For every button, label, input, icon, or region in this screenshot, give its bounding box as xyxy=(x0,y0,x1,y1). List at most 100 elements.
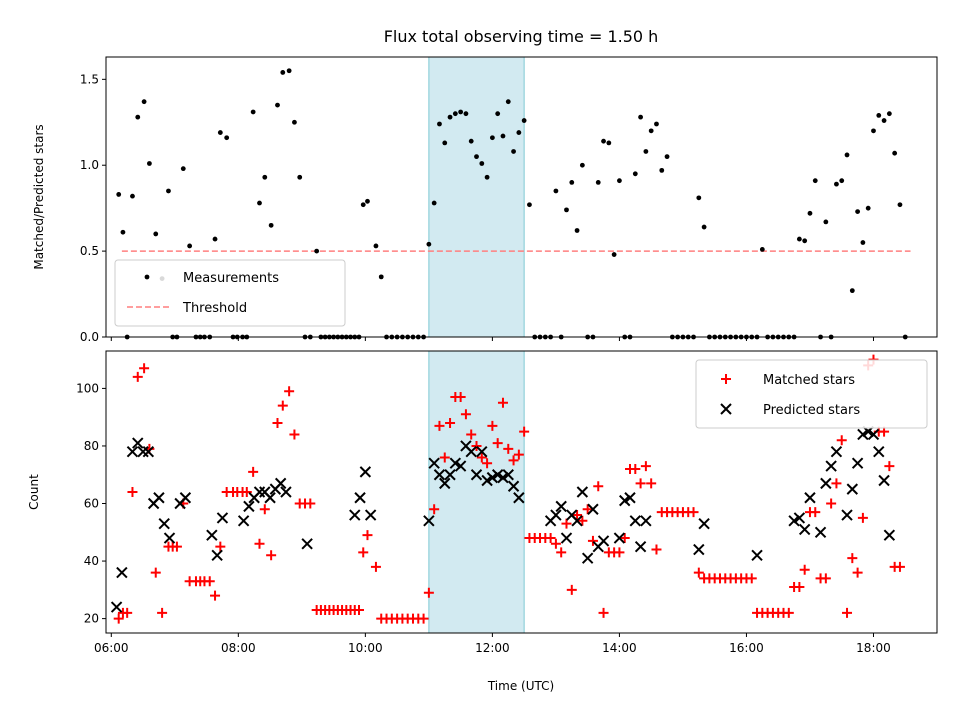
matched-star-point xyxy=(122,607,133,618)
measurement-point xyxy=(611,252,617,257)
measurement-point xyxy=(147,161,152,166)
measurement-point xyxy=(505,99,511,105)
measurement-point xyxy=(569,179,575,185)
predicted-star-point xyxy=(454,460,467,472)
measurement-point xyxy=(365,198,370,204)
measurement-point xyxy=(250,109,256,115)
matched-star-point xyxy=(630,463,641,474)
measurement-point xyxy=(860,240,866,245)
predicted-star-point xyxy=(243,500,255,513)
measurement-point xyxy=(187,243,193,249)
bottom-y-tick-label: 40 xyxy=(84,554,99,568)
measurement-point xyxy=(574,228,580,233)
measurement-point xyxy=(166,188,171,194)
matched-star-point xyxy=(556,547,567,558)
measurement-point xyxy=(855,209,861,215)
matched-star-point xyxy=(566,584,577,595)
predicted-star-point xyxy=(507,480,520,492)
predicted-star-point xyxy=(433,469,446,481)
matched-star-point xyxy=(305,498,316,509)
matched-star-point xyxy=(370,561,381,572)
measurement-point xyxy=(823,219,829,225)
predicted-star-point xyxy=(354,492,366,504)
measurement-point xyxy=(120,229,126,235)
bottom-highlight-span xyxy=(428,350,525,634)
predicted-star-point xyxy=(476,446,488,458)
predicted-star-point xyxy=(793,512,806,524)
measurement-point xyxy=(212,236,218,242)
matched-star-point xyxy=(210,590,221,601)
matched-star-point xyxy=(248,466,259,477)
top-axes-frame xyxy=(105,56,938,338)
chart-title: Flux total observing time = 1.50 h xyxy=(384,27,659,46)
predicted-star-point xyxy=(153,492,165,504)
legend-box xyxy=(114,259,346,327)
measurement-point xyxy=(286,68,292,74)
measurement-point xyxy=(373,243,379,249)
matched-star-point xyxy=(640,461,651,472)
measurement-point xyxy=(886,111,892,117)
matched-star-point xyxy=(241,487,252,497)
measurement-point xyxy=(452,111,458,117)
measurement-point xyxy=(701,224,707,230)
measurement-point xyxy=(839,178,845,184)
measurement-point xyxy=(595,179,601,185)
measurement-point xyxy=(807,210,813,216)
legend-matched-label: Matched stars xyxy=(763,373,855,388)
measurement-point xyxy=(606,140,612,146)
measurement-point xyxy=(654,121,659,127)
measurement-point xyxy=(360,202,366,208)
predicted-star-point xyxy=(423,515,435,527)
measurement-point xyxy=(601,138,606,144)
predicted-star-point xyxy=(550,509,562,521)
measurement-point xyxy=(553,188,559,194)
matched-star-point xyxy=(794,581,805,592)
predicted-star-point xyxy=(264,492,276,504)
matched-star-point xyxy=(277,400,288,411)
predicted-star-point xyxy=(788,515,800,527)
top-y-tick-label: 0.5 xyxy=(80,244,99,258)
measurement-point xyxy=(892,150,898,156)
matched-star-point xyxy=(519,426,530,437)
predicted-star-point xyxy=(126,446,139,458)
predicted-star-point xyxy=(502,469,514,481)
matched-star-point xyxy=(204,576,215,587)
legend-matched-marker xyxy=(721,374,731,384)
measurement-point xyxy=(527,202,532,208)
measurement-point xyxy=(130,193,135,199)
bottom-y-tick-label: 60 xyxy=(84,497,99,511)
predicted-star-point xyxy=(465,446,477,458)
measurement-point xyxy=(431,200,437,206)
legend-measurements-label: Measurements xyxy=(183,271,279,286)
legend-predicted-label: Predicted stars xyxy=(763,403,860,418)
matched-star-point xyxy=(550,538,561,549)
predicted-star-point xyxy=(883,529,896,541)
predicted-star-point xyxy=(613,532,626,544)
measurement-point xyxy=(280,70,286,75)
matched-star-point xyxy=(614,547,625,558)
predicted-star-point xyxy=(116,566,128,579)
matched-star-point xyxy=(171,541,182,552)
matched-star-point xyxy=(831,478,842,489)
measurement-point xyxy=(116,192,122,197)
measurement-point xyxy=(135,114,141,120)
predicted-star-point xyxy=(439,477,451,490)
predicted-star-point xyxy=(301,538,313,550)
x-tick-label: 08:00 xyxy=(221,641,256,655)
matched-star-point xyxy=(466,429,477,440)
matched-star-point xyxy=(259,504,270,515)
predicted-star-point xyxy=(576,486,589,498)
x-tick-label: 06:00 xyxy=(94,641,129,655)
predicted-star-point xyxy=(364,509,377,521)
matched-star-point xyxy=(460,409,471,420)
matched-star-point xyxy=(503,443,514,454)
measurement-point xyxy=(495,111,501,117)
measurement-point xyxy=(224,135,230,141)
matched-star-point xyxy=(272,417,283,428)
predicted-star-point xyxy=(274,477,287,490)
matched-star-point xyxy=(572,510,583,521)
matched-star-point xyxy=(693,567,704,578)
matched-star-point xyxy=(132,371,143,382)
matched-star-point xyxy=(284,386,295,397)
